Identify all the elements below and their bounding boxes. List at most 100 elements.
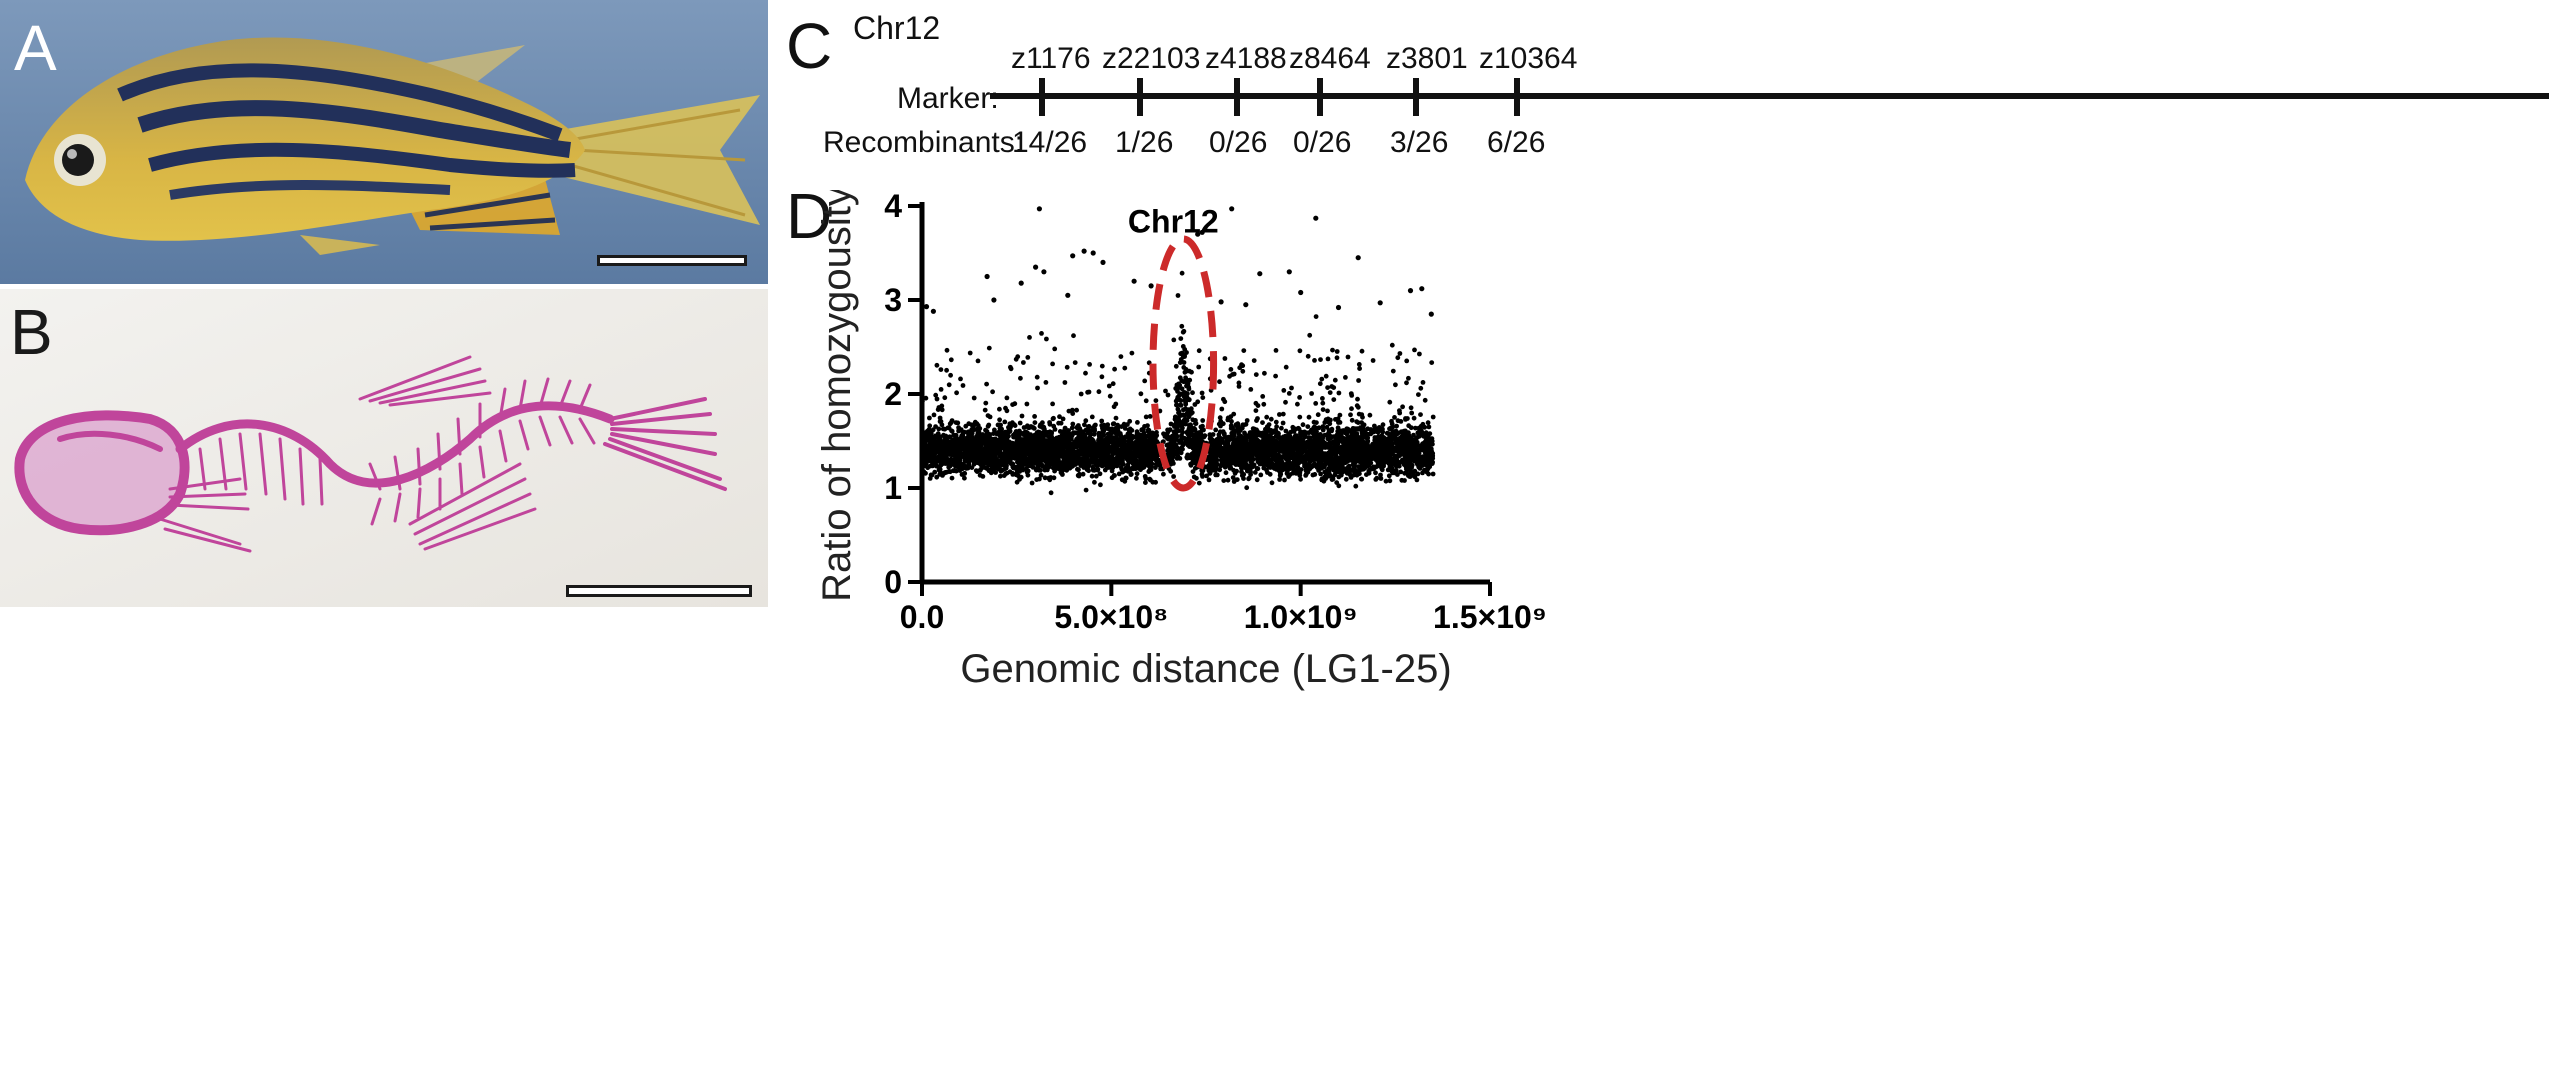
data-point: [1381, 463, 1386, 469]
data-point: [998, 422, 1003, 428]
data-point: [1089, 473, 1095, 479]
data-point: [1040, 457, 1046, 463]
data-point: [1297, 473, 1303, 478]
data-point: [1010, 472, 1016, 477]
data-point: [1074, 407, 1079, 413]
data-point: [1070, 411, 1076, 416]
data-point: [1217, 467, 1223, 473]
data-point: [1231, 431, 1237, 437]
data-point: [1095, 463, 1100, 469]
data-point: [1411, 432, 1416, 438]
data-point: [1115, 422, 1120, 428]
data-point: [1248, 387, 1254, 392]
data-point: [1425, 420, 1431, 426]
data-point: [1327, 390, 1333, 395]
data-point: [1134, 471, 1140, 477]
data-point: [1282, 477, 1287, 483]
data-point: [1305, 424, 1311, 429]
data-point: [1384, 430, 1390, 436]
data-point: [1359, 412, 1365, 417]
data-point: [1326, 434, 1332, 440]
data-point: [939, 422, 945, 428]
data-point: [1248, 440, 1254, 445]
data-point: [1200, 474, 1205, 479]
data-point: [1193, 460, 1198, 466]
data-point: [1222, 399, 1228, 405]
data-point: [1355, 396, 1360, 402]
data-point: [963, 423, 969, 429]
data-point: [1404, 380, 1409, 386]
data-point: [1318, 357, 1323, 362]
panel-b-letter: B: [10, 296, 53, 368]
data-point: [1098, 482, 1103, 488]
data-point: [1045, 463, 1050, 469]
data-point: [1378, 472, 1383, 478]
data-point: [1380, 422, 1386, 428]
data-point: [1368, 460, 1374, 466]
data-point: [1254, 427, 1259, 433]
panel-a-photo: [0, 0, 768, 284]
data-point: [1283, 428, 1289, 434]
data-point: [968, 435, 974, 440]
data-point: [1172, 423, 1178, 428]
data-point: [1364, 472, 1369, 477]
data-point: [1379, 467, 1385, 473]
data-point: [1296, 425, 1301, 431]
data-point: [1378, 476, 1384, 481]
data-point: [1025, 468, 1031, 474]
data-point: [1051, 415, 1056, 421]
data-point: [1106, 449, 1112, 455]
data-point: [1333, 417, 1338, 422]
data-point: [1418, 412, 1423, 417]
data-point: [948, 372, 953, 378]
data-point: [969, 465, 975, 470]
data-point: [1171, 337, 1177, 343]
data-point: [1155, 457, 1161, 463]
data-point: [1050, 361, 1055, 367]
data-point: [1253, 372, 1259, 377]
data-point: [944, 347, 950, 353]
data-point: [1330, 474, 1336, 480]
data-point: [1099, 418, 1105, 424]
data-point: [1121, 447, 1126, 453]
data-point: [1138, 437, 1143, 443]
data-point: [1272, 428, 1278, 433]
data-point: [955, 451, 961, 457]
data-point: [1415, 434, 1420, 440]
data-point: [1110, 381, 1116, 387]
data-point: [1250, 457, 1255, 463]
data-point: [1261, 465, 1267, 471]
data-point: [1171, 474, 1176, 479]
data-point: [1179, 270, 1185, 276]
data-point: [1416, 392, 1421, 397]
data-point: [1395, 355, 1401, 361]
data-point: [1184, 368, 1190, 374]
data-point: [1017, 469, 1023, 474]
data-point: [1241, 422, 1247, 428]
data-point: [1054, 435, 1060, 441]
data-point: [1229, 419, 1234, 424]
data-point: [1225, 477, 1231, 483]
data-point: [1370, 358, 1376, 363]
data-point: [1168, 421, 1174, 427]
data-point: [1241, 348, 1247, 353]
data-point: [1261, 401, 1267, 407]
panel-b-photo: [0, 289, 768, 607]
data-point: [1264, 462, 1270, 468]
data-point: [1132, 466, 1138, 471]
recombinant-count: 6/26: [1487, 126, 1546, 159]
data-point: [934, 396, 940, 402]
data-point: [1181, 360, 1187, 365]
data-point: [1143, 480, 1148, 485]
marker-row-label: Marker:: [897, 82, 999, 115]
data-point: [1043, 380, 1049, 385]
data-point: [1147, 431, 1153, 437]
data-point: [1309, 391, 1314, 396]
data-point: [1206, 477, 1212, 483]
data-point: [1283, 364, 1289, 370]
data-point: [927, 423, 933, 429]
data-point: [1255, 416, 1260, 421]
data-point: [1279, 425, 1284, 431]
data-point: [966, 429, 972, 435]
data-point: [1119, 466, 1125, 472]
